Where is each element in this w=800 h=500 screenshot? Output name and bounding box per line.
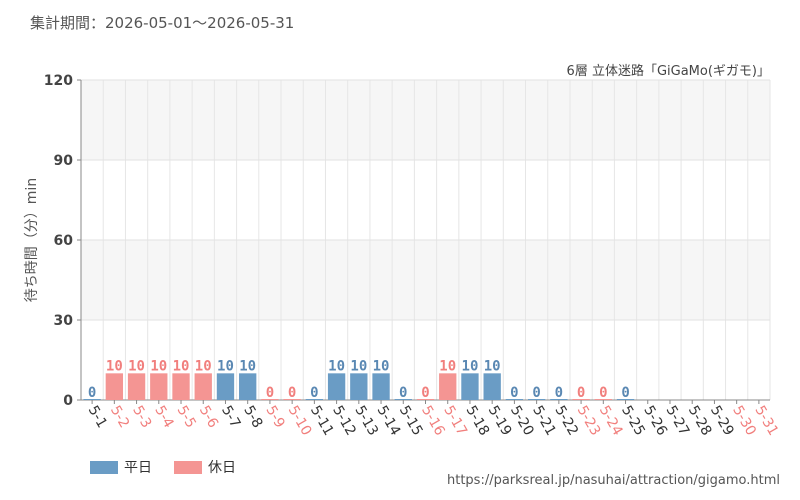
chart-subtitle: 6層 立体迷路「GiGaMo(ギガモ)」 xyxy=(566,64,770,79)
x-tick-label: 5-9 xyxy=(262,403,287,431)
data-label: 10 xyxy=(350,358,367,374)
x-tick-label: 5-8 xyxy=(240,403,265,431)
plot-band xyxy=(81,160,770,240)
data-label: 10 xyxy=(439,358,456,374)
data-label: 0 xyxy=(555,385,563,401)
data-label: 10 xyxy=(173,358,190,374)
data-label: 0 xyxy=(577,385,585,401)
bar xyxy=(305,399,324,400)
x-tick-label: 5-6 xyxy=(196,403,221,431)
source-url[interactable]: https://parksreal.jp/nasuhai/attraction/… xyxy=(446,473,780,488)
bar xyxy=(550,399,568,400)
bar xyxy=(172,373,190,400)
bar xyxy=(83,399,101,400)
data-label: 10 xyxy=(239,358,256,374)
data-label: 10 xyxy=(217,358,234,374)
period-label: 集計期間：2026-05-01～2026-05-31 xyxy=(30,14,295,32)
legend-holiday-swatch xyxy=(174,460,202,474)
data-label: 0 xyxy=(88,385,96,401)
data-label: 0 xyxy=(510,385,518,401)
data-label: 0 xyxy=(288,385,296,401)
bar xyxy=(327,373,346,400)
data-label: 10 xyxy=(106,358,123,374)
y-tick-label: 0 xyxy=(63,393,73,409)
bar xyxy=(127,373,146,400)
data-label: 0 xyxy=(599,385,607,401)
legend-weekday-label: 平日 xyxy=(124,460,152,476)
bar xyxy=(194,373,212,400)
data-label: 10 xyxy=(462,358,479,374)
x-tick-label: 5-1 xyxy=(85,403,110,431)
bar xyxy=(216,373,235,400)
bar xyxy=(616,399,635,400)
plot-band xyxy=(81,240,770,320)
bar xyxy=(105,373,124,400)
legend-holiday: 休日 xyxy=(174,457,236,477)
data-label: 10 xyxy=(373,358,390,374)
y-axis-label: 待ち時間（分）min xyxy=(24,178,40,302)
data-label: 0 xyxy=(310,385,318,401)
bar xyxy=(239,373,257,400)
data-label: 10 xyxy=(195,358,212,374)
bar xyxy=(283,399,301,400)
data-label: 0 xyxy=(266,385,274,401)
legend-weekday-swatch xyxy=(90,460,118,474)
bar xyxy=(594,399,612,400)
data-label: 0 xyxy=(532,385,540,401)
bar xyxy=(350,373,368,400)
bar xyxy=(572,399,590,400)
data-label: 10 xyxy=(484,358,501,374)
x-tick-label: 5-2 xyxy=(107,403,132,431)
bar xyxy=(416,399,435,400)
bar xyxy=(505,399,524,400)
bar xyxy=(527,399,546,400)
bar xyxy=(261,399,279,400)
y-tick-label: 90 xyxy=(54,153,74,169)
plot-band xyxy=(81,80,770,160)
y-tick-label: 120 xyxy=(44,73,73,89)
y-tick-label: 60 xyxy=(54,233,74,249)
data-label: 0 xyxy=(621,385,629,401)
data-label: 10 xyxy=(128,358,145,374)
x-tick-label: 5-5 xyxy=(174,403,199,431)
bar xyxy=(150,373,168,400)
bar xyxy=(461,373,479,400)
bar xyxy=(483,373,501,400)
data-label: 10 xyxy=(328,358,345,374)
x-tick-label: 5-7 xyxy=(218,403,243,431)
x-tick-label: 5-4 xyxy=(151,403,176,431)
bar xyxy=(394,399,412,400)
x-tick-label: 5-31 xyxy=(751,403,781,439)
bar xyxy=(372,373,390,400)
data-label: 0 xyxy=(399,385,407,401)
data-label: 10 xyxy=(150,358,167,374)
y-tick-label: 30 xyxy=(54,313,74,329)
legend: 平日 休日 xyxy=(90,457,258,477)
legend-weekday: 平日 xyxy=(90,457,152,477)
x-tick-label: 5-3 xyxy=(129,403,154,431)
data-label: 0 xyxy=(421,385,429,401)
legend-holiday-label: 休日 xyxy=(208,460,236,476)
bar xyxy=(439,373,457,400)
